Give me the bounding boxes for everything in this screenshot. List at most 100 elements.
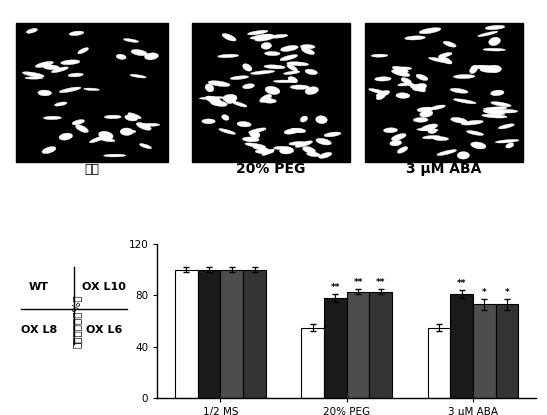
Text: **: ** [353,278,363,287]
Ellipse shape [496,139,519,143]
Ellipse shape [144,53,159,60]
Ellipse shape [290,85,309,89]
Ellipse shape [430,105,445,110]
Ellipse shape [417,128,438,131]
Ellipse shape [265,51,280,56]
Ellipse shape [226,98,236,104]
Bar [243,270,266,398]
Text: OX L8: OX L8 [21,325,57,335]
Ellipse shape [72,120,84,125]
Ellipse shape [453,75,475,78]
Ellipse shape [120,128,133,135]
Ellipse shape [485,25,505,29]
Ellipse shape [42,146,56,154]
Ellipse shape [125,115,138,121]
Ellipse shape [410,85,426,92]
Ellipse shape [222,34,236,41]
Ellipse shape [290,128,306,133]
Ellipse shape [295,141,312,147]
Bar [192,23,350,162]
Ellipse shape [398,83,412,86]
Ellipse shape [480,68,498,73]
Ellipse shape [223,94,237,102]
Ellipse shape [289,142,304,145]
Ellipse shape [305,69,317,75]
Ellipse shape [420,110,433,117]
Text: OX L6: OX L6 [86,325,123,335]
Ellipse shape [59,87,81,93]
Ellipse shape [423,135,440,139]
Bar [428,327,450,398]
Ellipse shape [274,146,291,150]
Text: 3 μM ABA: 3 μM ABA [406,161,482,176]
Ellipse shape [419,28,441,34]
Ellipse shape [284,129,299,134]
Bar [324,298,347,398]
Ellipse shape [78,48,89,54]
Ellipse shape [417,107,434,112]
Bar [365,23,523,162]
Ellipse shape [281,46,298,51]
Ellipse shape [450,88,468,93]
Ellipse shape [51,67,68,73]
Ellipse shape [253,146,268,151]
Ellipse shape [22,72,44,77]
Ellipse shape [68,73,83,77]
Bar [450,294,473,398]
Point [71,265,77,270]
Ellipse shape [461,120,484,125]
Point [71,342,77,347]
Ellipse shape [121,130,136,133]
Text: 20% PEG: 20% PEG [236,161,306,176]
Bar [175,270,198,398]
Ellipse shape [243,84,254,89]
Ellipse shape [437,150,457,156]
Ellipse shape [484,107,507,110]
Text: *: * [505,288,509,298]
Ellipse shape [392,66,409,73]
Ellipse shape [451,117,467,123]
Ellipse shape [300,116,307,122]
Text: OX L10: OX L10 [83,282,126,292]
Ellipse shape [264,65,285,69]
Ellipse shape [371,54,388,57]
Ellipse shape [242,137,259,142]
Ellipse shape [75,125,88,132]
Ellipse shape [237,122,251,127]
Ellipse shape [270,34,288,38]
Ellipse shape [376,93,386,100]
Ellipse shape [287,62,309,66]
Ellipse shape [443,41,456,47]
Ellipse shape [405,36,426,40]
Ellipse shape [302,146,316,153]
Text: **: ** [376,278,386,287]
Ellipse shape [84,88,100,90]
Ellipse shape [38,90,51,96]
Ellipse shape [202,119,215,124]
Ellipse shape [287,64,298,71]
Ellipse shape [131,49,147,56]
Ellipse shape [205,96,222,104]
Ellipse shape [408,83,426,90]
Ellipse shape [261,42,271,49]
Ellipse shape [396,93,410,98]
Bar [198,270,220,398]
Ellipse shape [218,54,238,58]
Ellipse shape [103,154,126,157]
Ellipse shape [128,113,141,119]
Ellipse shape [200,97,224,99]
Ellipse shape [401,78,411,84]
Ellipse shape [428,129,437,134]
Ellipse shape [483,110,505,115]
Ellipse shape [98,131,113,139]
Ellipse shape [472,65,495,69]
Ellipse shape [139,144,152,149]
Ellipse shape [392,134,406,140]
Ellipse shape [390,140,401,146]
Ellipse shape [395,67,412,70]
Ellipse shape [428,57,448,63]
Ellipse shape [383,128,398,133]
Ellipse shape [262,99,276,103]
Text: **: ** [457,279,467,288]
Ellipse shape [506,143,514,148]
